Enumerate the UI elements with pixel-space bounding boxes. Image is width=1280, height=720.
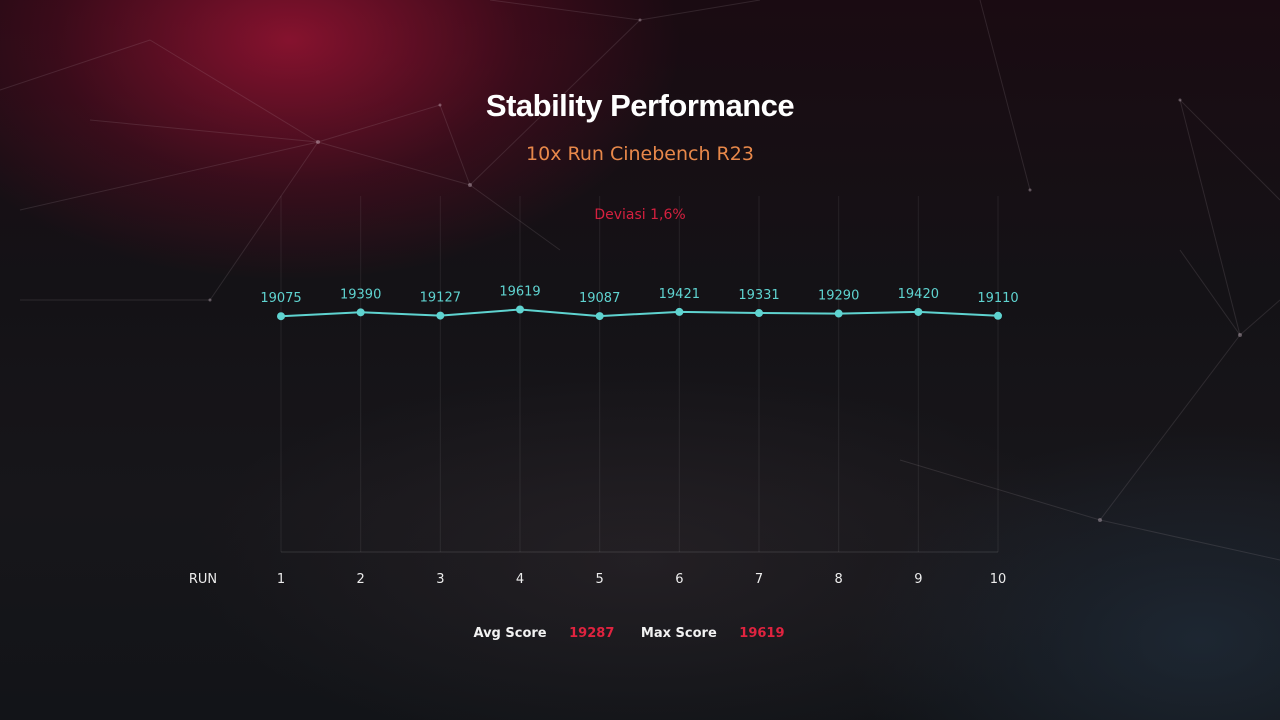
x-tick-label-7: 7	[755, 572, 763, 587]
data-label-8: 19290	[818, 289, 859, 304]
chart-title: Stability Performance	[485, 88, 795, 123]
data-point-10	[994, 311, 1002, 320]
data-point-8	[834, 309, 843, 318]
data-point-1	[277, 312, 285, 321]
data-label-1: 19075	[260, 291, 301, 306]
data-point-6	[675, 307, 684, 316]
data-point-3	[436, 311, 445, 320]
avg-score-label: Avg Score	[473, 626, 547, 641]
x-tick-label-2: 2	[357, 572, 365, 587]
data-point-4	[516, 305, 524, 314]
data-label-9: 19420	[898, 287, 939, 302]
x-tick-label-3: 3	[436, 572, 444, 587]
data-points	[277, 305, 1002, 321]
score-summary: Avg Score 19287 Max Score 19619	[0, 626, 1280, 641]
data-label-3: 19127	[420, 291, 461, 306]
chart-subtitle: 10x Run Cinebench R23	[526, 143, 754, 165]
data-point-2	[356, 308, 365, 317]
data-point-5	[595, 312, 604, 321]
data-label-2: 19390	[340, 287, 381, 302]
data-label-6: 19421	[659, 287, 700, 302]
x-tick-label-6: 6	[675, 572, 683, 587]
x-axis-label: RUN	[189, 572, 217, 587]
x-tick-label-10: 10	[990, 572, 1007, 587]
x-tick-label-8: 8	[835, 572, 843, 587]
series-line	[280, 308, 999, 318]
data-label-4: 19619	[499, 284, 540, 299]
x-tick-label-5: 5	[596, 572, 604, 587]
x-axis-ticks: 1 2 3 4 5 6 7 8 9 10 RUN	[189, 572, 1006, 587]
avg-score-value: 19287	[569, 626, 615, 641]
data-label-10: 19110	[977, 291, 1018, 306]
data-labels: 19075 19390 19127 19619 19087 19421 19331 19290…	[260, 284, 1018, 306]
x-tick-label-9: 9	[914, 572, 922, 587]
deviation-annotation: Deviasi 1,6%	[594, 207, 686, 223]
data-point-7	[755, 309, 763, 318]
data-label-5: 19087	[579, 291, 620, 306]
max-score-value: 19619	[739, 626, 785, 641]
series-line-layer	[280, 308, 999, 318]
x-tick-label-4: 4	[516, 572, 524, 587]
max-score-label: Max Score	[640, 626, 717, 641]
x-tick-label-1: 1	[277, 572, 285, 587]
data-point-9	[914, 307, 923, 316]
grid-lines	[280, 196, 999, 553]
data-label-7: 19331	[738, 288, 779, 303]
